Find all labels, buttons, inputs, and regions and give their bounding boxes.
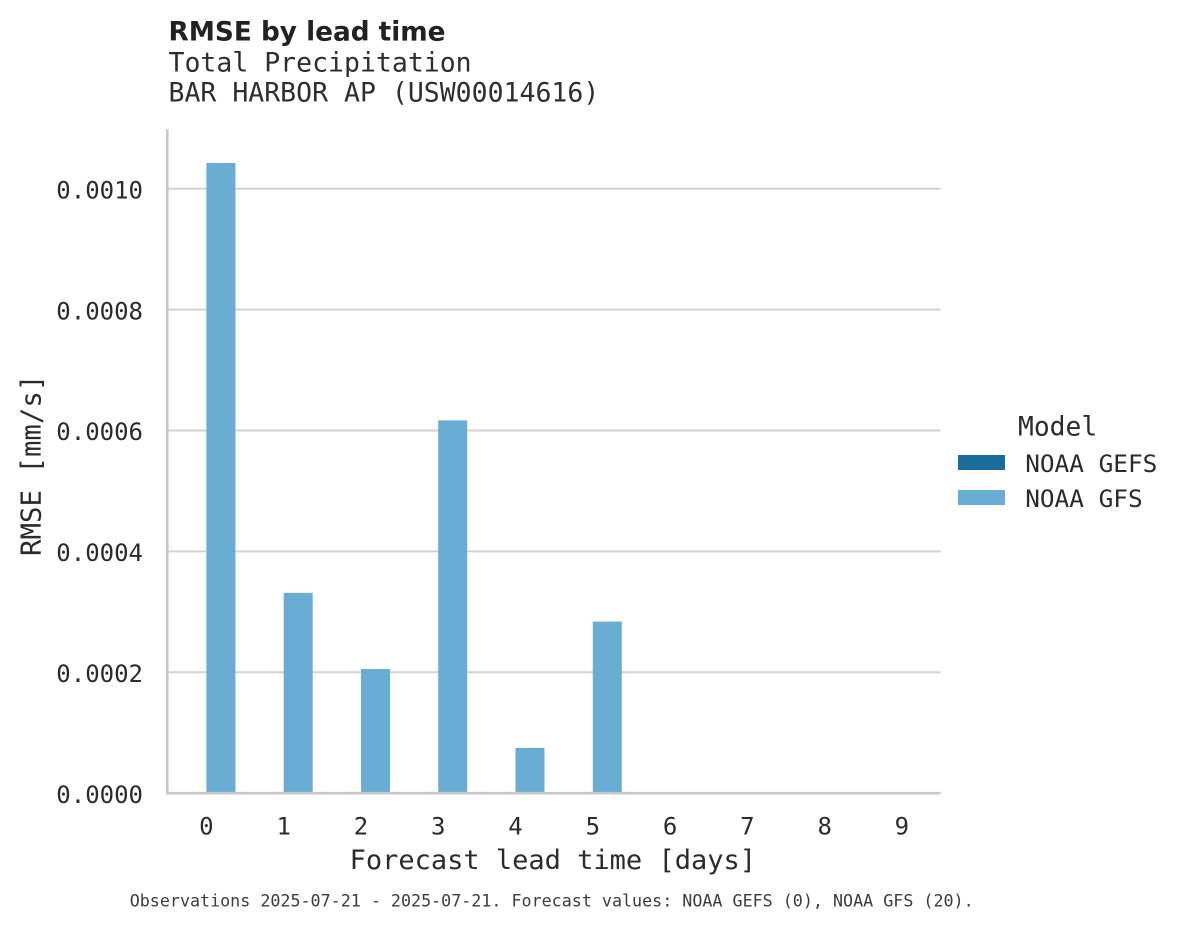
svg-text:RMSE by lead time: RMSE by lead time xyxy=(169,18,446,48)
svg-text:NOAA GEFS: NOAA GEFS xyxy=(1025,449,1157,478)
svg-text:0.0006: 0.0006 xyxy=(56,418,143,446)
svg-text:0.0010: 0.0010 xyxy=(56,176,143,204)
svg-text:6: 6 xyxy=(663,813,677,841)
svg-text:0: 0 xyxy=(199,813,213,841)
svg-text:4: 4 xyxy=(508,813,522,841)
svg-text:Total Precipitation: Total Precipitation xyxy=(169,48,472,79)
svg-text:Model: Model xyxy=(1018,413,1097,443)
svg-text:BAR HARBOR AP (USW00014616): BAR HARBOR AP (USW00014616) xyxy=(169,78,600,109)
svg-text:3: 3 xyxy=(431,813,445,841)
svg-text:0.0002: 0.0002 xyxy=(56,660,143,688)
svg-text:RMSE [mm/s]: RMSE [mm/s] xyxy=(17,375,48,556)
svg-text:0.0000: 0.0000 xyxy=(56,781,143,809)
svg-text:0.0008: 0.0008 xyxy=(56,297,143,325)
svg-text:5: 5 xyxy=(586,813,600,841)
svg-text:7: 7 xyxy=(740,813,754,841)
svg-text:Observations 2025-07-21 - 2025: Observations 2025-07-21 - 2025-07-21. Fo… xyxy=(130,891,974,911)
svg-text:Forecast lead time [days]: Forecast lead time [days] xyxy=(350,845,756,876)
svg-text:1: 1 xyxy=(276,813,290,841)
svg-text:8: 8 xyxy=(817,813,831,841)
svg-text:NOAA GFS: NOAA GFS xyxy=(1025,484,1142,513)
svg-text:2: 2 xyxy=(354,813,368,841)
svg-text:0.0004: 0.0004 xyxy=(56,539,143,567)
svg-text:9: 9 xyxy=(895,813,909,841)
